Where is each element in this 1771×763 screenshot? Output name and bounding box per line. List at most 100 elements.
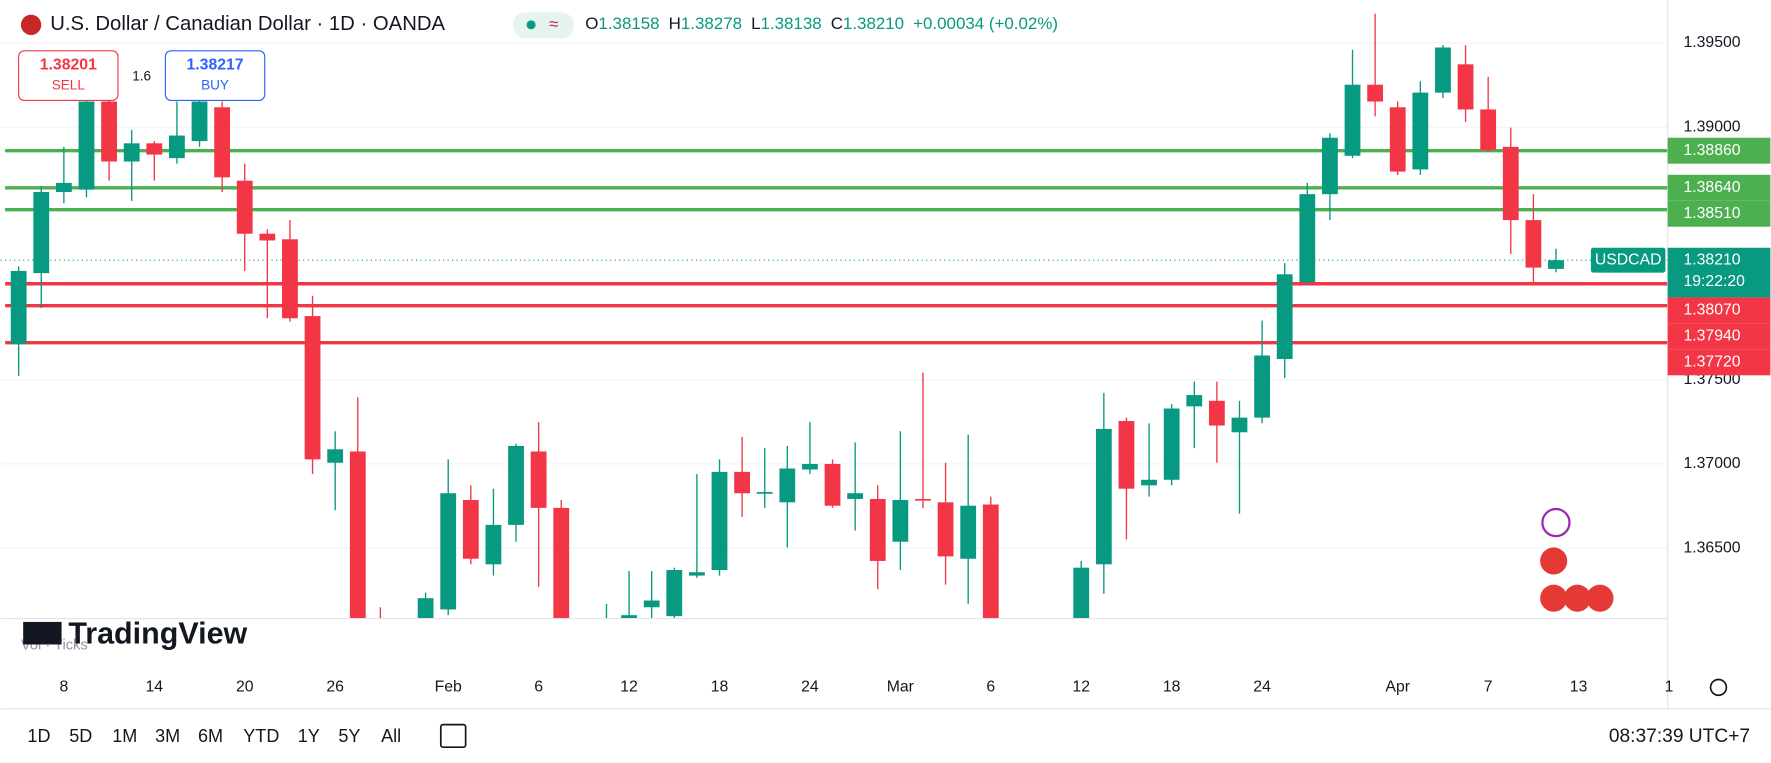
candle-body	[1073, 567, 1090, 619]
countdown: 19:22:20	[1683, 273, 1745, 290]
candle-body	[169, 135, 185, 159]
candle-body	[304, 316, 321, 460]
x-tick-label: 20	[236, 679, 254, 696]
usd-flag-icon[interactable]	[1563, 584, 1591, 612]
level-label-box	[1667, 323, 1771, 350]
ohlc-key: L	[751, 14, 760, 33]
tradingview-logo: TradingView	[68, 617, 247, 651]
status-pill	[513, 12, 574, 39]
x-tick-label: 24	[1253, 679, 1271, 696]
level-label: 1.38510	[1683, 205, 1740, 222]
settings-icon[interactable]	[1709, 678, 1728, 697]
x-tick-label: 14	[146, 679, 164, 696]
calendar-icon[interactable]	[439, 723, 467, 749]
cad-flag-icon[interactable]	[1540, 547, 1568, 575]
price-marker-label: 1.38210	[1683, 251, 1740, 268]
ohlc-key: H	[669, 14, 681, 33]
range-button[interactable]: 3M	[155, 726, 180, 746]
range-button[interactable]: 1D	[27, 726, 50, 746]
range-button[interactable]: YTD	[243, 726, 279, 746]
level-label-box	[1667, 200, 1771, 227]
candle-body	[734, 471, 751, 494]
candle-body	[960, 505, 977, 559]
candle-body	[847, 493, 864, 499]
approx-icon: ≈	[549, 14, 558, 33]
candle-body	[688, 572, 705, 576]
level-label: 1.38640	[1683, 179, 1740, 196]
x-tick-label: Mar	[887, 679, 914, 696]
candle-body	[1254, 355, 1270, 418]
candle-body	[440, 493, 457, 610]
symbol-tag	[1590, 247, 1666, 273]
x-tick-label: 13	[1570, 679, 1588, 696]
spread: 1.6	[132, 68, 151, 83]
candle-body	[915, 498, 931, 501]
symbol-tag-label: USDCAD	[1595, 251, 1662, 268]
candle-body	[101, 101, 117, 162]
level-label-box	[1667, 174, 1771, 201]
x-tick-label: Apr	[1385, 679, 1410, 696]
range-button[interactable]: 1Y	[298, 726, 320, 746]
x-tick-label: 8	[59, 679, 68, 696]
candle-body	[666, 570, 683, 617]
symbol-title[interactable]: U.S. Dollar / Canadian Dollar · 1D · OAN…	[50, 13, 445, 35]
x-tick-label: 26	[326, 679, 344, 696]
y-tick-label: 1.39500	[1683, 34, 1740, 51]
range-button[interactable]: 6M	[198, 726, 223, 746]
candle-body	[1548, 260, 1564, 269]
range-button[interactable]: All	[381, 726, 401, 746]
candle-body	[1457, 64, 1474, 110]
sell-button[interactable]	[18, 50, 119, 102]
level-label-box	[1667, 349, 1771, 376]
x-tick-label: 6	[534, 679, 543, 696]
candle-body	[1231, 417, 1248, 433]
y-tick-label: 1.37000	[1683, 455, 1740, 472]
candle-body	[1344, 84, 1361, 156]
ohlc-values: O1.38158 H1.38278 L1.38138 C1.38210 +0.00034…	[585, 14, 1058, 33]
level-label: 1.37720	[1683, 353, 1740, 370]
usd-flag-icon[interactable]	[1540, 584, 1568, 612]
usd-flag-icon[interactable]	[1586, 584, 1614, 612]
candle-body	[892, 499, 909, 542]
buy-label: BUY	[201, 77, 229, 92]
candle-body	[327, 449, 344, 463]
level-label: 1.38860	[1683, 142, 1740, 159]
candle-body	[1435, 47, 1451, 93]
clock: 08:37:39 UTC+7	[1609, 726, 1750, 747]
candle-body	[1525, 220, 1542, 268]
x-tick-label: 12	[1072, 679, 1090, 696]
range-button[interactable]: 5D	[69, 726, 92, 746]
candle-body	[33, 191, 50, 274]
candle-body	[485, 524, 502, 565]
ohlc-key: C	[831, 14, 843, 33]
candle-body	[10, 270, 27, 345]
candle-body	[78, 101, 95, 190]
buy-button[interactable]	[164, 50, 266, 102]
candle-body	[123, 143, 140, 162]
candle-body	[1322, 137, 1338, 195]
candle-body	[508, 445, 524, 525]
candle-body	[756, 492, 773, 494]
level-label-box	[1667, 297, 1771, 324]
candle-body	[530, 451, 547, 508]
range-button[interactable]: 5Y	[338, 726, 360, 746]
candle-body	[553, 507, 570, 619]
x-tick-label: 18	[711, 679, 729, 696]
logo-mark	[23, 621, 62, 645]
range-button[interactable]: 1M	[112, 726, 137, 746]
candle-body	[711, 471, 728, 571]
y-tick-label: 1.39000	[1683, 118, 1740, 135]
candle-body	[1367, 84, 1384, 102]
candle-body	[1389, 107, 1406, 172]
candle-body	[55, 182, 72, 192]
candle-body	[1299, 194, 1316, 283]
candle-body	[1208, 400, 1225, 426]
candle-body	[937, 502, 954, 557]
candle-body	[1480, 109, 1497, 151]
price-marker-box	[1667, 247, 1771, 298]
sell-price: 1.38201	[40, 57, 97, 74]
candle-body	[802, 463, 818, 470]
event-icon[interactable]	[1541, 507, 1571, 538]
